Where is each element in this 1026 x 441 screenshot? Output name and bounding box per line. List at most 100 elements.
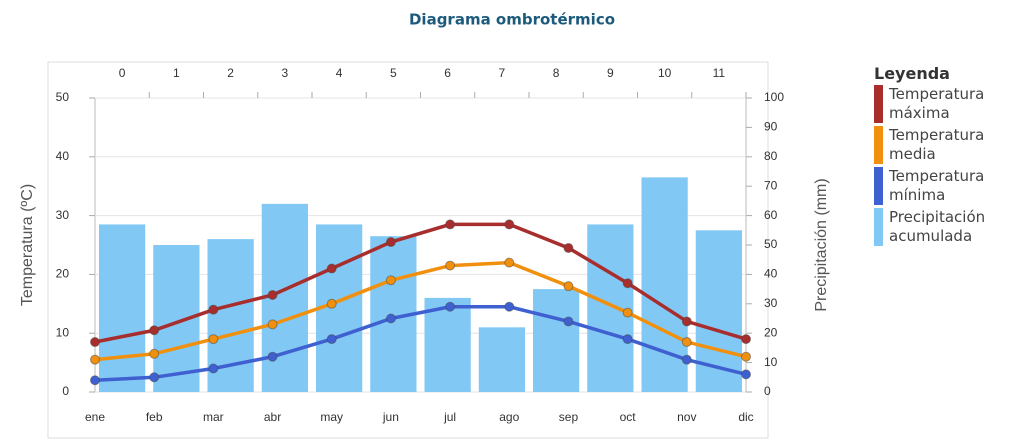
chart-title: Diagrama ombrotérmico [409,11,615,29]
point [741,351,751,362]
x2-tick-label: 0 [119,66,126,80]
bar [424,297,471,392]
line [94,260,747,362]
y2-tick-label: 60 [764,208,778,222]
x-tick-label: feb [146,410,163,424]
x2-tick-label: 10 [658,66,672,80]
y2-tick-label: 30 [764,296,778,310]
y2-tick-label: 10 [764,355,778,369]
x2-tick-label: 4 [336,66,343,80]
legend-label: Temperatura máxima [889,85,985,122]
point [681,316,692,327]
point [504,301,515,312]
legend-swatch [874,85,883,123]
point [445,301,456,312]
y2-tick-label: 50 [764,237,778,251]
y-tick-label: 50 [56,90,70,104]
point [326,298,337,309]
x2-tick-label: 1 [173,66,180,80]
point [563,242,574,253]
x-tick-label: ene [85,410,105,424]
point [326,263,337,274]
y-tick-label: 30 [56,208,70,222]
legend-title: Leyenda [874,64,950,83]
x-tick-label: may [320,410,343,424]
legend-item: Precipitación acumulada [874,208,1014,246]
point [445,260,456,271]
x-tick-label: nov [677,410,696,424]
point [90,354,100,365]
y2-tick-label: 0 [764,384,771,398]
x-tick-label: jul [443,410,456,424]
legend: Leyenda Temperatura máxima Temperatura me… [874,64,1014,249]
y-tick-label: 20 [56,267,70,281]
point [90,337,100,348]
x-tick-label: dic [738,410,753,424]
bar [533,289,580,392]
legend-swatch [874,126,883,164]
x-tick-label: abr [264,410,281,424]
y-axis-label: Temperatura (ºC) [19,184,36,306]
y-tick-label: 10 [56,325,70,339]
point [149,348,160,359]
line [94,222,747,344]
point [563,316,574,327]
point [267,289,278,300]
point [90,375,100,386]
legend-label: Precipitación acumulada [889,208,986,245]
point [267,351,278,362]
point [622,278,633,289]
point [149,325,160,336]
point [563,281,574,292]
x-tick-label: jun [382,410,399,424]
y2-tick-label: 90 [764,120,778,134]
line [94,304,747,382]
point [267,319,278,330]
x2-tick-label: 8 [553,66,560,80]
point [622,307,633,318]
point [741,334,751,345]
point [622,334,633,345]
x-tick-label: oct [620,410,637,424]
point [741,369,751,380]
x2-tick-label: 2 [227,66,234,80]
point [385,313,396,324]
x2-tick-label: 3 [282,66,289,80]
x-tick-label: ago [499,410,519,424]
y2-tick-label: 80 [764,149,778,163]
x2-tick-label: 5 [390,66,397,80]
point [681,354,692,365]
point [385,275,396,286]
point [208,363,219,374]
y-tick-label: 40 [56,149,70,163]
legend-swatch [874,167,883,205]
point [445,219,456,230]
point [504,219,515,230]
bar [99,224,146,392]
x2-tick-label: 11 [713,66,726,80]
bar [478,327,525,392]
y2-axis-label: Precipitación (mm) [813,178,830,311]
x2-tick-label: 9 [607,66,614,80]
bar [641,177,688,392]
point [504,257,515,268]
legend-label: Temperatura mínima [889,167,985,204]
x-tick-label: mar [203,410,224,424]
legend-item: Temperatura mínima [874,167,1014,205]
y-tick-label: 0 [62,384,69,398]
y2-tick-label: 70 [764,178,778,192]
y2-tick-label: 20 [764,325,778,339]
y2-tick-label: 100 [764,90,784,104]
legend-item: Temperatura máxima [874,85,1014,123]
legend-item: Temperatura media [874,126,1014,164]
legend-swatch [874,208,883,246]
point [208,304,219,315]
point [385,237,396,248]
legend-label: Temperatura media [889,126,985,163]
y2-tick-label: 40 [764,267,778,281]
point [149,372,160,383]
x-tick-label: sep [559,410,579,424]
point [681,337,692,348]
point [208,334,219,345]
